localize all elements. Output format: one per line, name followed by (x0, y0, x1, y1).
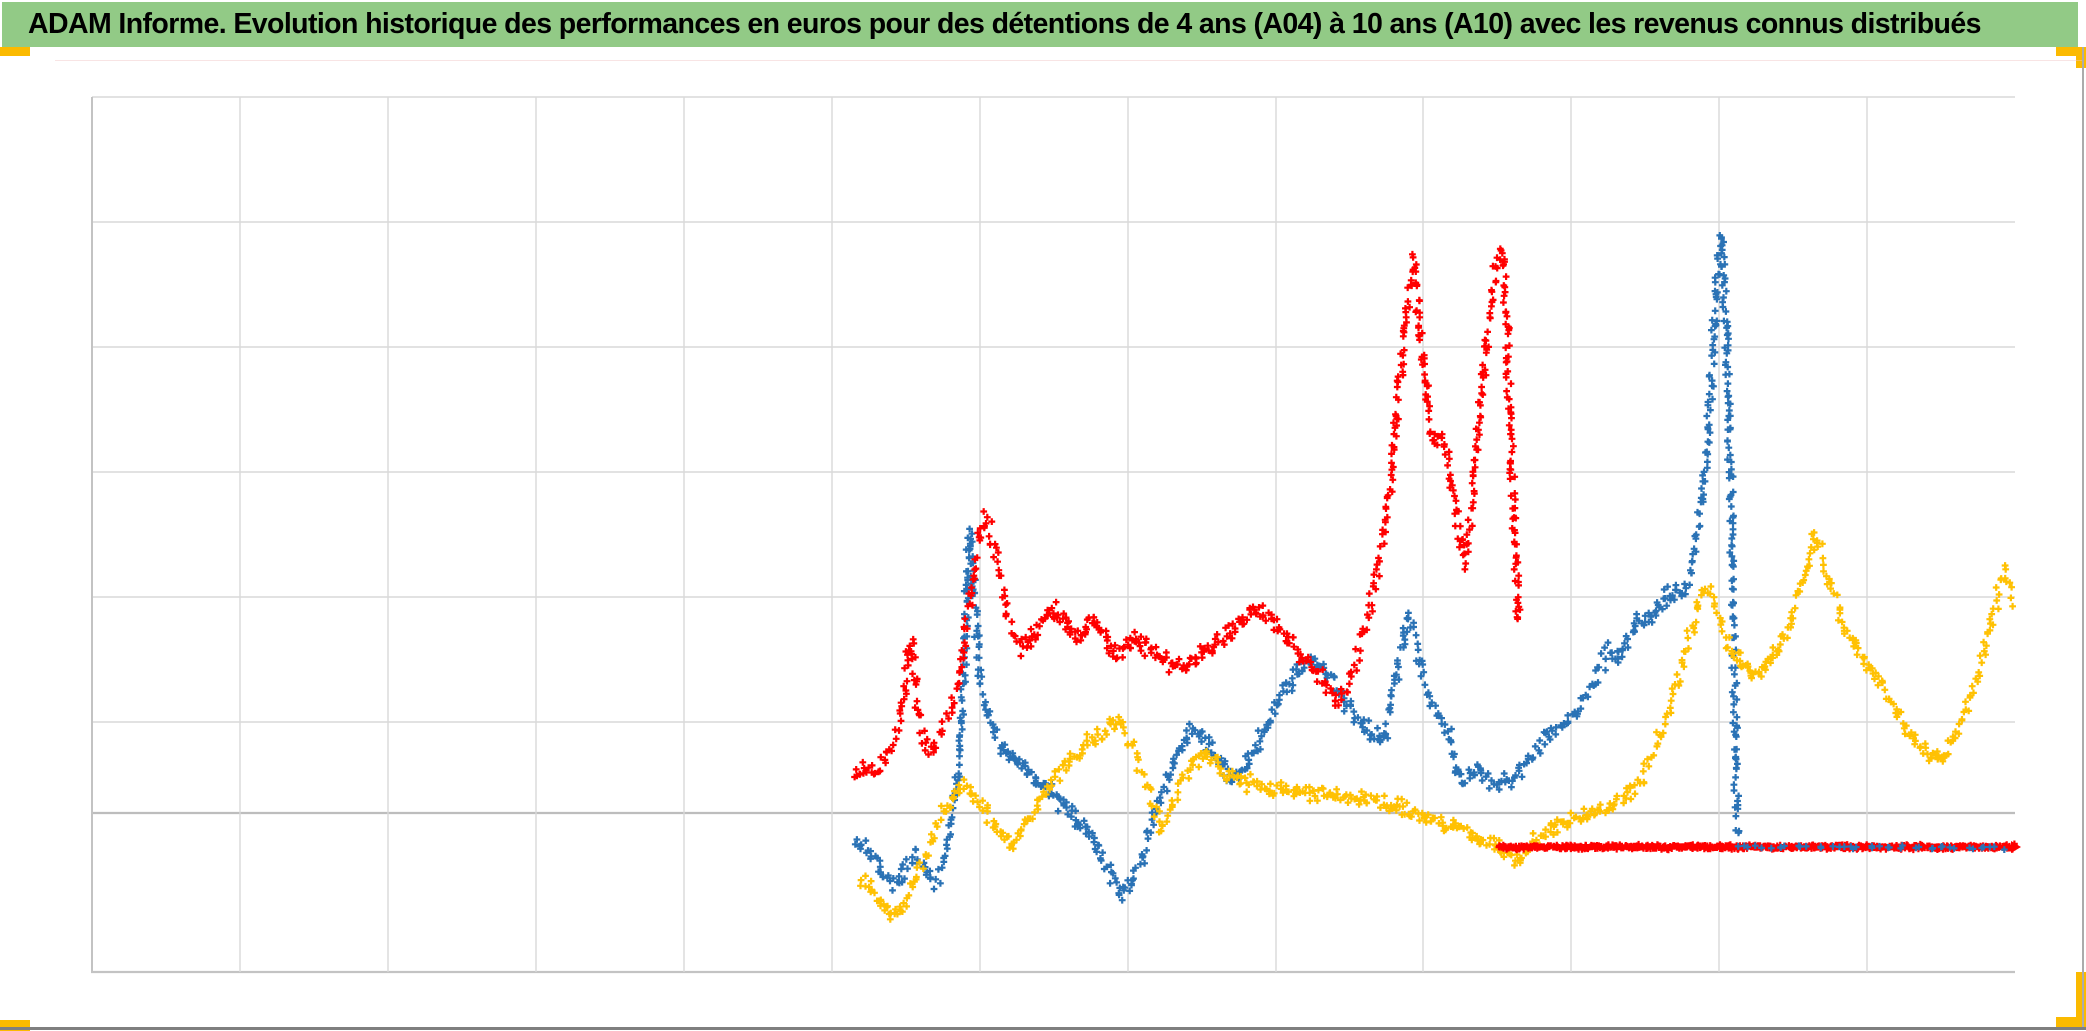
gold-series-markers (857, 529, 2016, 923)
corner-accent-bottom-left (0, 1020, 30, 1031)
slide-title-banner: ADAM Informe. Evolution historique des p… (2, 2, 2078, 47)
scatter-series (851, 232, 2021, 923)
corner-accent-top-left (0, 47, 30, 56)
corner-accent-bottom-right-vertical (2076, 972, 2086, 1026)
red-series-markers (851, 245, 1524, 781)
gridlines (91, 96, 2015, 974)
decorative-hairline (55, 60, 2082, 61)
page-title: ADAM Informe. Evolution historique des p… (28, 8, 1981, 40)
red-flat-line-arrow-tip (2011, 841, 2021, 853)
corner-accent-top-right-horizontal (2056, 47, 2086, 56)
corner-accent-bottom-right-horizontal (2056, 1017, 2086, 1027)
blue-series-markers (851, 232, 1743, 904)
blue-specks-in-flat-line-markers (1734, 842, 2008, 853)
slide-bottom-border (0, 1027, 2086, 1030)
slide-right-border (2082, 47, 2084, 1030)
corner-accent-top-right-vertical (2076, 47, 2086, 68)
